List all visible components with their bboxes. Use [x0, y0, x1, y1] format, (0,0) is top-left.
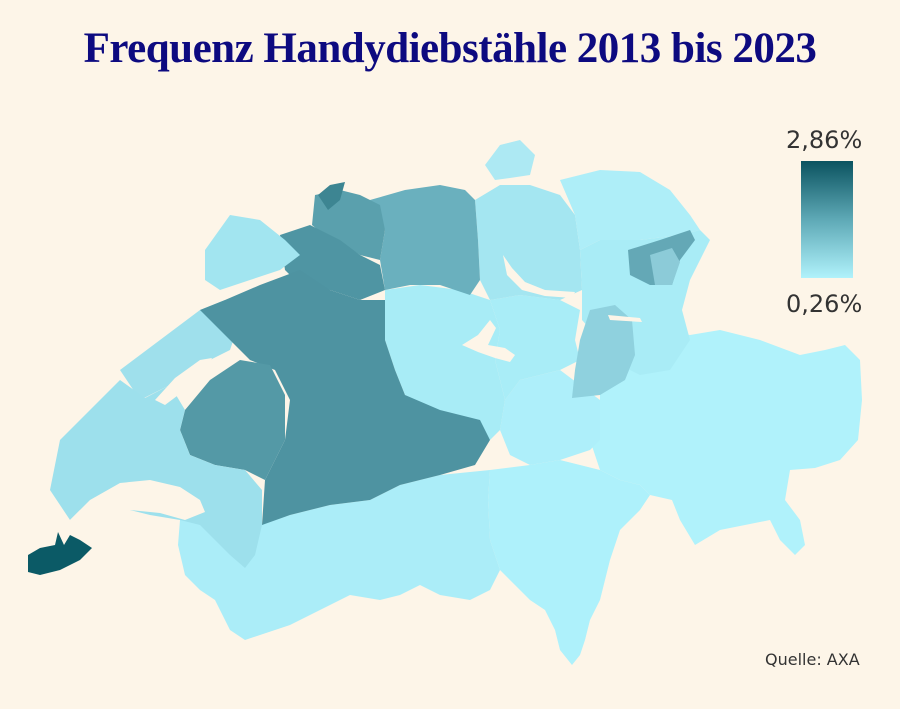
canton-wallis	[178, 470, 500, 640]
lake-zurich	[503, 255, 575, 298]
canton-waadt	[50, 380, 262, 568]
chart-title: Frequenz Handydiebstähle 2013 bis 2023	[83, 25, 817, 72]
canton-appenzell-ai	[650, 248, 680, 285]
source-label: Quelle: AXA	[765, 650, 860, 669]
lake-walensee	[608, 315, 642, 322]
canton-aargau	[370, 185, 480, 295]
canton-freiburg	[180, 360, 285, 480]
canton-bern	[200, 270, 490, 525]
canton-genf	[28, 532, 92, 575]
canton-schaffhausen	[485, 140, 535, 180]
canton-neuenburg	[120, 300, 240, 400]
lake-neuchatel	[155, 358, 212, 405]
canton-basel-stadt	[318, 182, 345, 210]
canton-tessin	[488, 460, 650, 665]
legend-min-label: 0,26%	[786, 290, 863, 318]
canton-graubuenden	[590, 330, 862, 555]
lake-geneva	[70, 480, 205, 528]
legend-max-label: 2,86%	[786, 126, 863, 154]
canton-zuerich	[475, 185, 582, 300]
legend-gradient-bar	[801, 161, 853, 278]
canton-glarus	[572, 305, 635, 398]
canton-jura	[205, 215, 300, 290]
lake-lucerne	[462, 320, 515, 362]
canton-schwyz	[490, 295, 580, 400]
canton-thurgau	[560, 170, 700, 250]
